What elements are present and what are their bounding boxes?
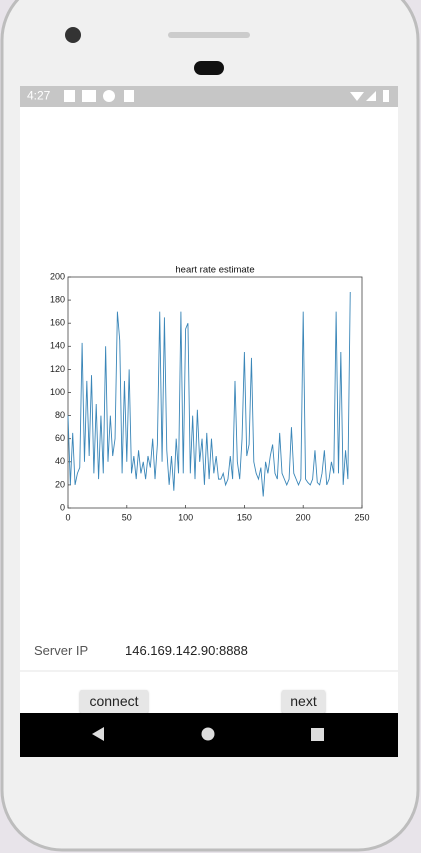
y-tick-label: 180 — [50, 294, 65, 304]
status-icon — [82, 90, 96, 102]
signal-icon — [366, 91, 376, 101]
sensor — [194, 61, 224, 75]
y-tick-label: 120 — [50, 364, 65, 374]
connect-button[interactable]: connect — [80, 690, 148, 713]
status-icon — [124, 90, 134, 102]
x-tick-label: 200 — [296, 512, 311, 522]
next-button[interactable]: next — [282, 690, 325, 713]
y-tick-label: 80 — [55, 410, 65, 420]
x-tick-label: 50 — [122, 512, 132, 522]
y-tick-label: 100 — [50, 387, 65, 397]
data-line — [67, 292, 351, 497]
y-tick-label: 20 — [55, 479, 65, 489]
battery-icon — [383, 90, 389, 102]
plot-area — [67, 276, 363, 509]
y-tick-label: 0 — [60, 502, 65, 512]
speaker — [168, 32, 250, 38]
y-tick-label: 60 — [55, 433, 65, 443]
status-bar — [20, 86, 398, 107]
status-icon — [103, 90, 115, 102]
y-tick-label: 140 — [50, 341, 65, 351]
y-tick-label: 160 — [50, 318, 65, 328]
y-tick-label: 200 — [50, 271, 65, 281]
server-ip-label: Server IP — [34, 643, 89, 658]
status-time: 4:27 — [27, 89, 51, 103]
nav-home[interactable] — [201, 727, 215, 741]
chart: heart rate estimate 0 20 40 60 80 100 120 140 16… — [50, 265, 370, 523]
x-tick-label: 100 — [178, 512, 193, 522]
camera — [65, 27, 81, 43]
x-tick-label: 0 — [65, 512, 70, 522]
chart-title: heart rate estimate — [175, 265, 254, 276]
x-tick-label: 250 — [354, 512, 369, 522]
status-icon — [64, 90, 75, 102]
nav-back[interactable] — [92, 727, 104, 741]
server-ip-input[interactable]: 146.169.142.90:8888 — [125, 643, 248, 658]
x-tick-label: 150 — [237, 512, 252, 522]
wifi-icon — [350, 92, 364, 101]
nav-recent[interactable] — [311, 728, 324, 741]
y-tick-label: 40 — [55, 456, 65, 466]
